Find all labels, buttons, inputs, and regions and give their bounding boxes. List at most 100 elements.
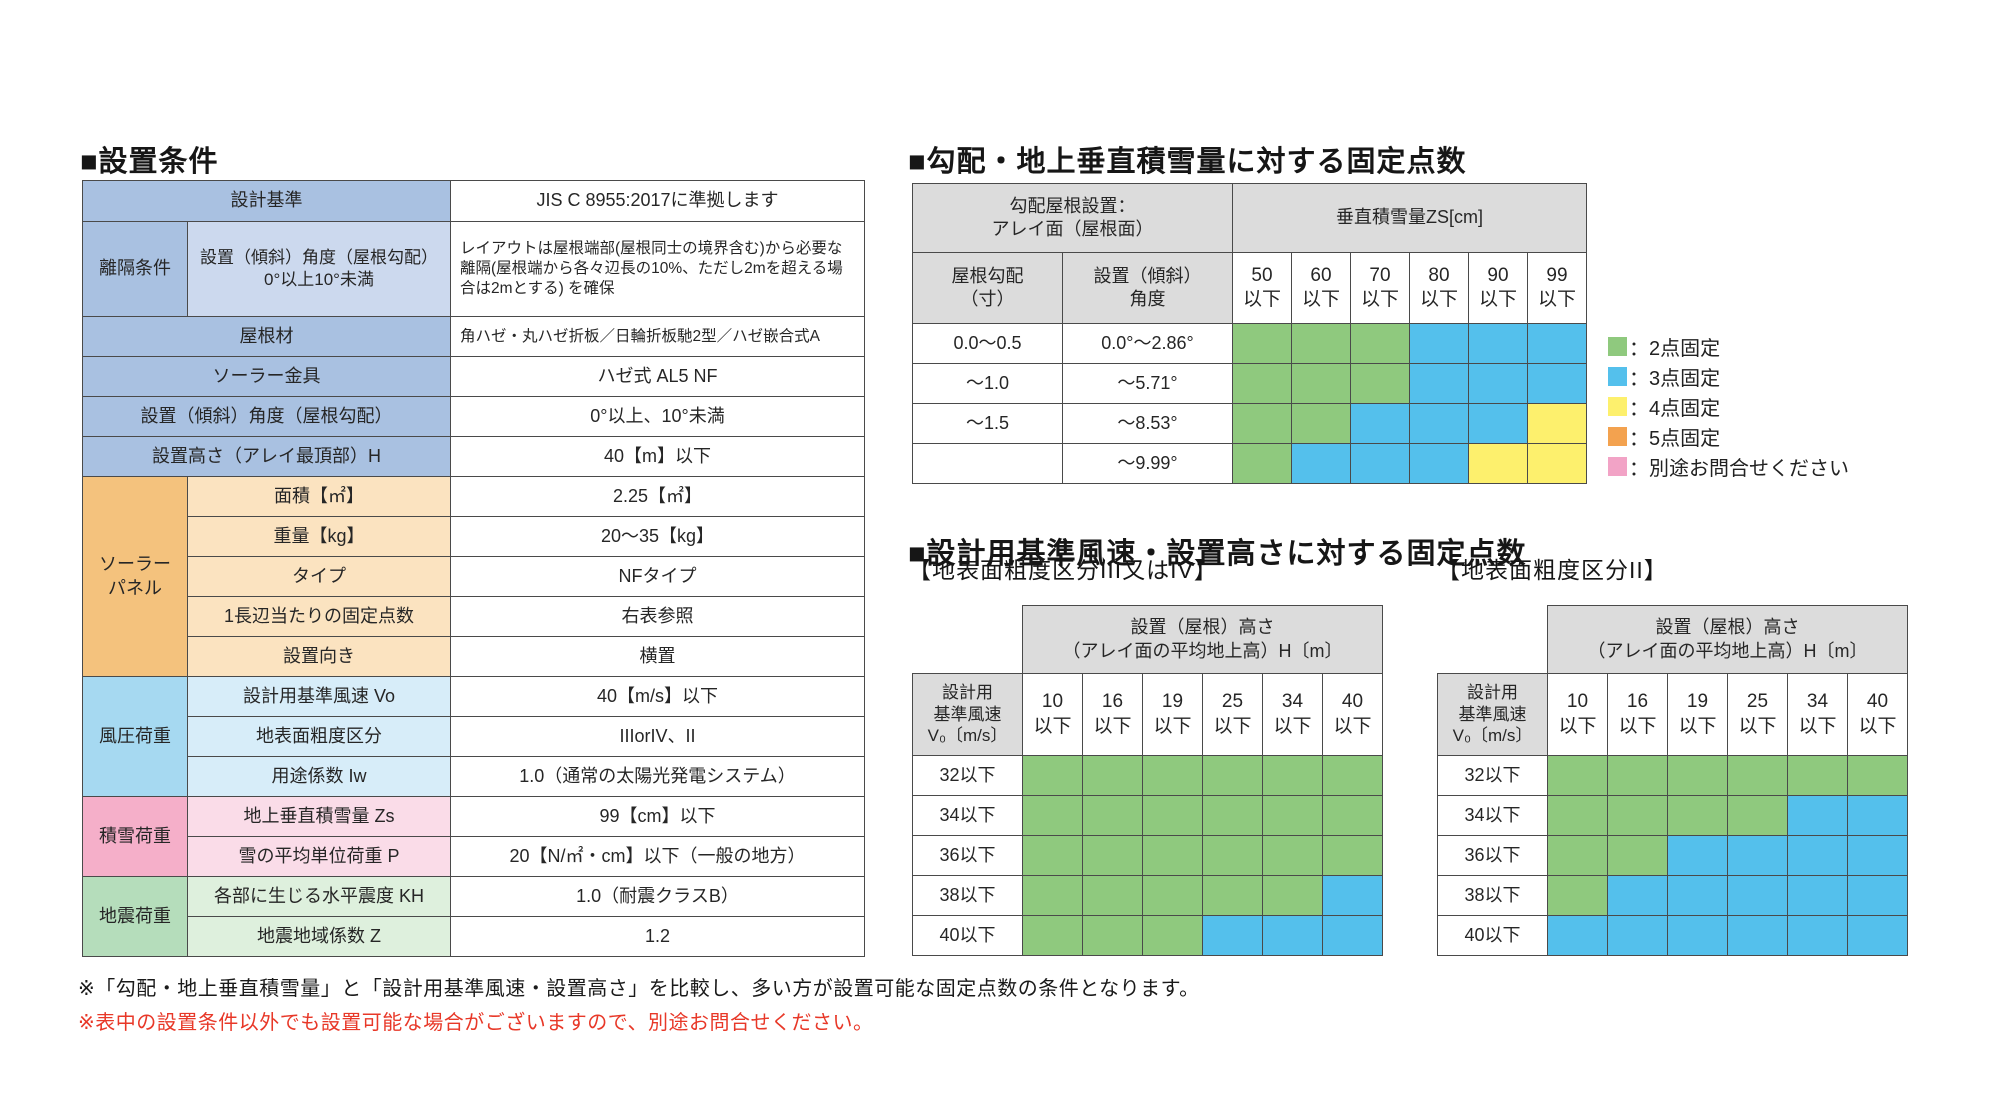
wind-speed-corner-header: 設計用 基準風速 V₀〔m/s〕	[912, 673, 1023, 756]
fixing-points-cell	[1022, 915, 1083, 956]
table-row: ～1.0 ～5.71°	[912, 363, 1587, 404]
slope-cell: 0.0～0.5	[912, 323, 1063, 364]
subtitle-roughness-3-or-4: 【地表面粗度区分III又はIV】	[908, 557, 1218, 583]
legend-swatch-contact	[1608, 456, 1627, 476]
table-row: ～1.5 ～8.53°	[912, 403, 1587, 444]
orientation-label: 設置向き	[187, 636, 451, 677]
legend-item-2points: ：2点固定	[1608, 336, 1849, 360]
fixing-points-cell	[1322, 755, 1383, 796]
fixing-points-cell	[1409, 443, 1469, 484]
fixing-points-cell	[1468, 323, 1528, 364]
fixing-points-cell	[1787, 795, 1848, 836]
fixing-points-cell	[1350, 403, 1410, 444]
design-standard-value: JIS C 8955:2017に準拠します	[450, 180, 865, 222]
panel-weight-value: 20～35【kg】	[450, 516, 865, 557]
v0-cell: 36以下	[912, 835, 1023, 876]
table-row: ～9.99°	[912, 443, 1587, 484]
fixing-points-cell	[1142, 915, 1203, 956]
snow-depth-col-header: 50 以下	[1232, 252, 1292, 324]
terrain-roughness-value: IIIorIV、II	[450, 716, 865, 757]
fixing-points-cell	[1322, 835, 1383, 876]
v0-cell: 38以下	[1437, 875, 1548, 916]
fixing-points-cell	[1350, 323, 1410, 364]
wind-load-group-label: 風圧荷重	[82, 676, 188, 797]
legend-swatch-2points	[1608, 336, 1627, 356]
table-row: 0.0～0.5 0.0°～2.86°	[912, 323, 1587, 364]
orientation-value: 横置	[450, 636, 865, 677]
wind-fixing-table-roughness-3-4: 設置（屋根）高さ （アレイ面の平均地上高）H〔m〕 設計用 基準風速 V₀〔m/…	[912, 605, 1383, 956]
snow-depth-col-header: 80 以下	[1409, 252, 1469, 324]
slope-cell	[912, 443, 1063, 484]
fixing-points-cell	[1082, 915, 1143, 956]
seismic-zone-label: 地震地域係数 Z	[187, 916, 451, 957]
table-row: 40以下	[912, 915, 1383, 956]
v0-cell: 34以下	[912, 795, 1023, 836]
legend-swatch-4points	[1608, 396, 1627, 416]
v0-cell: 40以下	[1437, 915, 1548, 956]
v0-cell: 34以下	[1437, 795, 1548, 836]
fixing-points-cell	[1082, 755, 1143, 796]
fixing-points-cell	[1607, 835, 1668, 876]
slope-cell: ～1.0	[912, 363, 1063, 404]
legend-label-contact: ：別途お問合せください	[1629, 457, 1849, 480]
fixing-points-cell	[1291, 323, 1351, 364]
fixing-points-cell	[1727, 835, 1788, 876]
fixing-points-cell	[1022, 835, 1083, 876]
height-col-header: 10 以下	[1022, 673, 1083, 756]
fix-points-per-side-value: 右表参照	[450, 596, 865, 637]
fixing-points-cell	[1667, 875, 1728, 916]
fixing-points-cell	[1607, 755, 1668, 796]
angle-cell: ～5.71°	[1062, 363, 1233, 404]
panel-area-label: 面積【㎡】	[187, 476, 451, 517]
snow-load-group-label: 積雪荷重	[82, 796, 188, 877]
subtitle-roughness-2: 【地表面粗度区分II】	[1437, 557, 1668, 583]
fixing-points-cell	[1082, 795, 1143, 836]
table-row: 38以下	[1437, 875, 1908, 916]
fixing-points-cell	[1607, 915, 1668, 956]
clearance-value: レイアウトは屋根端部(屋根同士の境界含む)から必要な離隔(屋根端から各々辺長の1…	[450, 221, 865, 317]
fixing-points-cell	[1787, 915, 1848, 956]
panel-type-value: NFタイプ	[450, 556, 865, 597]
fixing-points-cell	[1727, 755, 1788, 796]
panel-weight-label: 重量【kg】	[187, 516, 451, 557]
fixing-points-cell	[1142, 835, 1203, 876]
height-col-header: 25 以下	[1727, 673, 1788, 756]
wind-table-body-roughness-2: 32以下 34以下 36以下 38以下 40以下	[1437, 755, 1908, 956]
table-row: 32以下	[912, 755, 1383, 796]
angle-cell: 0.0°～2.86°	[1062, 323, 1233, 364]
height-col-header: 40 以下	[1847, 673, 1908, 756]
snow-table-corner-header: 勾配屋根設置： アレイ面（屋根面）	[912, 183, 1233, 253]
use-factor-value: 1.0（通常の太陽光発電システム）	[450, 756, 865, 797]
fixing-points-cell	[1667, 755, 1728, 796]
fixing-points-cell	[1202, 795, 1263, 836]
table-row: 36以下	[1437, 835, 1908, 876]
fixing-points-cell	[1847, 915, 1908, 956]
wind-table-body-roughness-3-4: 32以下 34以下 36以下 38以下 40以下	[912, 755, 1383, 956]
snow-depth-col-header: 70 以下	[1350, 252, 1410, 324]
fixing-points-cell	[1468, 443, 1528, 484]
fixing-points-cell	[1142, 755, 1203, 796]
section-title-wind-fixing-points: ■設計用基準風速・設置高さに対する固定点数	[908, 538, 1527, 571]
solar-bracket-label: ソーラー金具	[82, 356, 451, 397]
snow-unit-load-value: 20【N/㎡・cm】以下（一般の地方）	[450, 836, 865, 877]
fixing-points-cell	[1291, 363, 1351, 404]
fixing-points-cell	[1547, 915, 1608, 956]
height-col-header: 25 以下	[1202, 673, 1263, 756]
fixing-points-cell	[1082, 835, 1143, 876]
fixing-points-cell	[1547, 755, 1608, 796]
fixing-points-cell	[1262, 835, 1323, 876]
roof-slope-col-header: 屋根勾配 （寸）	[912, 252, 1063, 324]
section-title-snow-fixing-points: ■勾配・地上垂直積雪量に対する固定点数	[908, 146, 1467, 179]
fixing-points-cell	[1262, 795, 1323, 836]
snow-fixing-points-table: 勾配屋根設置： アレイ面（屋根面） 垂直積雪量ZS[cm] 屋根勾配 （寸） 設…	[912, 183, 1587, 484]
fix-points-per-side-label: 1長辺当たりの固定点数	[187, 596, 451, 637]
section-title-installation-conditions: ■設置条件	[80, 146, 219, 179]
fixing-points-cell	[1847, 875, 1908, 916]
panel-type-label: タイプ	[187, 556, 451, 597]
angle-cell: ～8.53°	[1062, 403, 1233, 444]
table-row: 34以下	[912, 795, 1383, 836]
tilt-angle-label: 設置（傾斜）角度（屋根勾配）	[82, 396, 451, 437]
v0-cell: 36以下	[1437, 835, 1548, 876]
v0-cell: 38以下	[912, 875, 1023, 916]
